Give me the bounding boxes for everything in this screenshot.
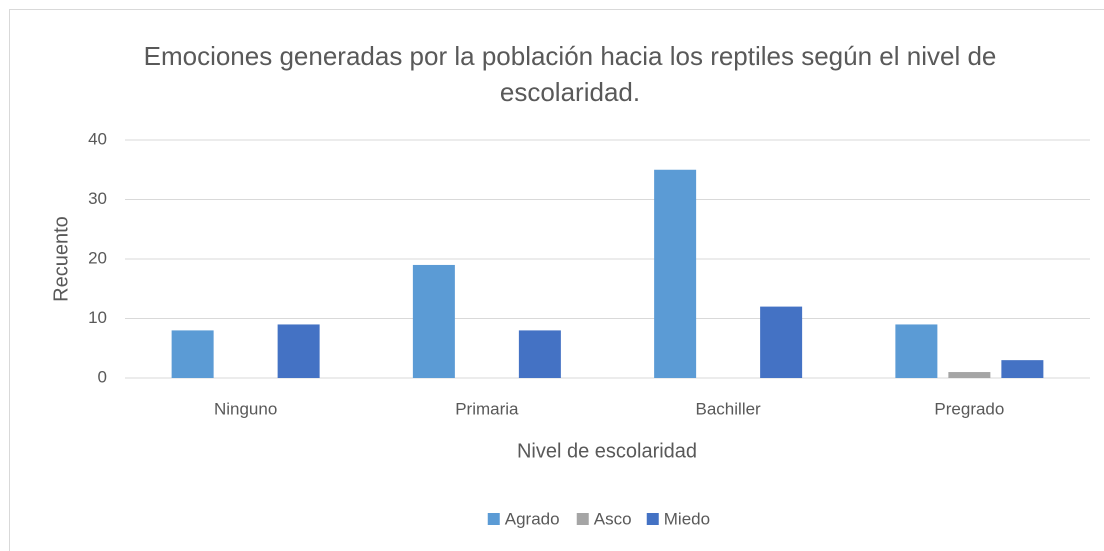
bar bbox=[895, 324, 938, 378]
bar bbox=[171, 330, 214, 378]
chart-border bbox=[9, 9, 1104, 551]
legend-label: Asco bbox=[594, 509, 632, 528]
legend-swatch bbox=[646, 513, 659, 525]
bar bbox=[412, 264, 455, 378]
bar bbox=[518, 330, 561, 378]
y-tick-label: 20 bbox=[88, 248, 107, 267]
x-tick-label: Primaria bbox=[455, 399, 519, 418]
x-axis-label: Nivel de escolaridad bbox=[517, 440, 697, 462]
chart-title: Emociones generadas por la población hac… bbox=[143, 41, 997, 107]
y-tick-label: 0 bbox=[98, 367, 107, 386]
x-tick-label: Bachiller bbox=[696, 399, 762, 418]
y-axis-label: Recuento bbox=[50, 216, 72, 302]
bar bbox=[760, 306, 803, 378]
y-tick-label: 40 bbox=[88, 129, 107, 148]
x-tick-label: Ninguno bbox=[214, 399, 277, 418]
y-tick-label: 10 bbox=[88, 308, 107, 327]
x-tick-label: Pregrado bbox=[934, 399, 1004, 418]
y-tick-label: 30 bbox=[88, 189, 107, 208]
bar bbox=[654, 169, 697, 378]
legend-swatch bbox=[576, 513, 589, 525]
legend-swatch bbox=[487, 513, 500, 525]
legend-label: Miedo bbox=[664, 509, 710, 528]
bar bbox=[948, 372, 991, 378]
bar bbox=[1001, 360, 1044, 378]
legend-label: Agrado bbox=[505, 509, 560, 528]
bar bbox=[277, 324, 320, 378]
